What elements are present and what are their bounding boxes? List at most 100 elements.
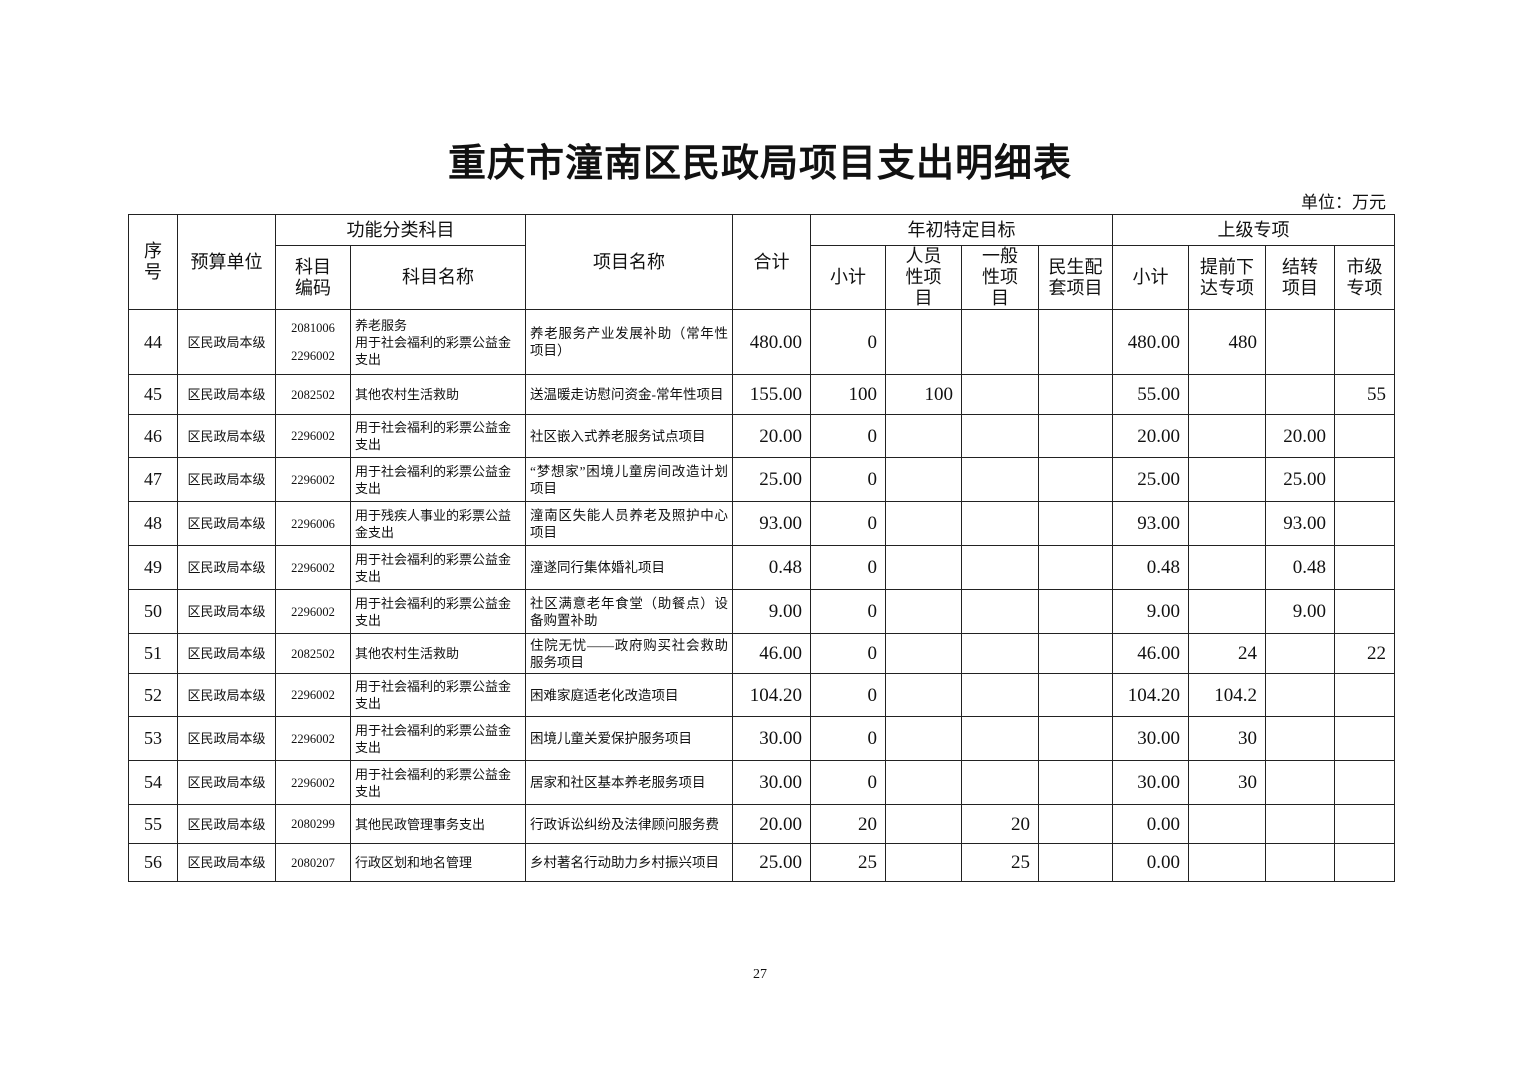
cell-code: 2082502 <box>275 633 351 674</box>
cell-annual-general <box>961 633 1039 674</box>
cell-upper-carry <box>1265 633 1335 674</box>
table-row: 47 区民政局本级 2296002 用于社会福利的彩票公益金支出 “梦想家”困境儿童房间… <box>128 457 1395 502</box>
cell-project: 居家和社区基本养老服务项目 <box>525 760 733 805</box>
cell-annual-subtotal: 20 <box>810 804 886 844</box>
cell-upper-advance <box>1188 457 1266 502</box>
cell-upper-subtotal: 55.00 <box>1112 374 1189 415</box>
cell-annual-subtotal: 0 <box>810 501 886 546</box>
cell-total: 9.00 <box>732 589 811 634</box>
cell-upper-city: 22 <box>1334 633 1395 674</box>
cell-project: 困难家庭适老化改造项目 <box>525 673 733 717</box>
cell-upper-subtotal: 0.00 <box>1112 804 1189 844</box>
cell-subject: 用于社会福利的彩票公益金支出 <box>350 457 526 502</box>
cell-seq: 44 <box>128 309 178 375</box>
cell-annual-livelihood <box>1038 414 1113 458</box>
table-row: 48 区民政局本级 2296006 用于残疾人事业的彩票公益金支出 潼南区失能人员养老及… <box>128 501 1395 546</box>
cell-upper-carry <box>1265 673 1335 717</box>
cell-annual-subtotal: 0 <box>810 457 886 502</box>
cell-annual-person <box>885 673 962 717</box>
cell-project: 送温暖走访慰问资金-常年性项目 <box>525 374 733 415</box>
cell-annual-subtotal: 25 <box>810 843 886 882</box>
cell-unit: 区民政局本级 <box>177 760 276 805</box>
cell-annual-livelihood <box>1038 309 1113 375</box>
cell-total: 30.00 <box>732 716 811 761</box>
cell-seq: 49 <box>128 545 178 590</box>
cell-annual-livelihood <box>1038 589 1113 634</box>
header-seq: 序号 <box>128 214 178 310</box>
header-func: 功能分类科目 <box>275 214 526 246</box>
table-row: 51 区民政局本级 2082502 其他农村生活救助 住院无忧——政府购买社会救助服务项… <box>128 633 1395 674</box>
cell-project: 社区嵌入式养老服务试点项目 <box>525 414 733 458</box>
cell-seq: 47 <box>128 457 178 502</box>
cell-seq: 54 <box>128 760 178 805</box>
table-row: 53 区民政局本级 2296002 用于社会福利的彩票公益金支出 困境儿童关爱保护服务项… <box>128 716 1395 761</box>
cell-annual-person <box>885 501 962 546</box>
cell-annual-livelihood <box>1038 633 1113 674</box>
cell-annual-subtotal: 0 <box>810 589 886 634</box>
cell-upper-subtotal: 104.20 <box>1112 673 1189 717</box>
cell-upper-subtotal: 9.00 <box>1112 589 1189 634</box>
cell-total: 480.00 <box>732 309 811 375</box>
cell-seq: 45 <box>128 374 178 415</box>
cell-code: 2296002 <box>275 414 351 458</box>
cell-upper-subtotal: 0.00 <box>1112 843 1189 882</box>
cell-subject: 养老服务 用于社会福利的彩票公益金支出 <box>350 309 526 375</box>
header-project: 项目名称 <box>525 214 733 310</box>
cell-upper-advance <box>1188 545 1266 590</box>
header-upper-subtotal: 小计 <box>1112 245 1189 310</box>
unit-label: 单位：万元 <box>1301 193 1386 212</box>
cell-project: 行政诉讼纠纷及法律顾问服务费 <box>525 804 733 844</box>
cell-annual-livelihood <box>1038 843 1113 882</box>
cell-unit: 区民政局本级 <box>177 716 276 761</box>
cell-upper-subtotal: 30.00 <box>1112 760 1189 805</box>
cell-subject: 用于残疾人事业的彩票公益金支出 <box>350 501 526 546</box>
cell-annual-general <box>961 309 1039 375</box>
cell-annual-subtotal: 0 <box>810 673 886 717</box>
cell-upper-subtotal: 30.00 <box>1112 716 1189 761</box>
header-upper: 上级专项 <box>1112 214 1395 246</box>
cell-subject: 用于社会福利的彩票公益金支出 <box>350 716 526 761</box>
cell-total: 20.00 <box>732 804 811 844</box>
header-subject: 科目名称 <box>350 245 526 310</box>
cell-code: 2082502 <box>275 374 351 415</box>
cell-seq: 52 <box>128 673 178 717</box>
cell-upper-carry <box>1265 374 1335 415</box>
cell-unit: 区民政局本级 <box>177 545 276 590</box>
cell-total: 46.00 <box>732 633 811 674</box>
cell-upper-advance <box>1188 589 1266 634</box>
cell-subject: 用于社会福利的彩票公益金支出 <box>350 673 526 717</box>
cell-upper-advance: 104.2 <box>1188 673 1266 717</box>
cell-annual-general <box>961 545 1039 590</box>
cell-seq: 55 <box>128 804 178 844</box>
cell-upper-city <box>1334 589 1395 634</box>
cell-upper-carry: 20.00 <box>1265 414 1335 458</box>
cell-subject: 其他农村生活救助 <box>350 633 526 674</box>
cell-subject: 其他民政管理事务支出 <box>350 804 526 844</box>
header-upper-carry: 结转项目 <box>1265 245 1335 310</box>
header-annual-general: 一般性项目 <box>961 245 1039 310</box>
cell-annual-livelihood <box>1038 501 1113 546</box>
cell-upper-subtotal: 25.00 <box>1112 457 1189 502</box>
table-row: 56 区民政局本级 2080207 行政区划和地名管理 乡村著名行动助力乡村振兴项目 25… <box>128 843 1395 882</box>
cell-project: 社区满意老年食堂（助餐点）设备购置补助 <box>525 589 733 634</box>
cell-upper-city <box>1334 804 1395 844</box>
cell-unit: 区民政局本级 <box>177 673 276 717</box>
cell-total: 20.00 <box>732 414 811 458</box>
cell-upper-carry <box>1265 760 1335 805</box>
cell-annual-general <box>961 414 1039 458</box>
cell-upper-carry <box>1265 716 1335 761</box>
cell-annual-subtotal: 0 <box>810 309 886 375</box>
cell-annual-general <box>961 589 1039 634</box>
cell-annual-subtotal: 0 <box>810 760 886 805</box>
cell-code: 2080299 <box>275 804 351 844</box>
cell-annual-subtotal: 0 <box>810 633 886 674</box>
cell-annual-person <box>885 633 962 674</box>
header-annual: 年初特定目标 <box>810 214 1113 246</box>
cell-project: 住院无忧——政府购买社会救助服务项目 <box>525 633 733 674</box>
table-row: 49 区民政局本级 2296002 用于社会福利的彩票公益金支出 潼遂同行集体婚礼项目 0… <box>128 545 1395 590</box>
cell-total: 30.00 <box>732 760 811 805</box>
cell-subject: 用于社会福利的彩票公益金支出 <box>350 760 526 805</box>
project-expenditure-table: 序号 预算单位 功能分类科目 项目名称 合计 年初特定目标 上级专项 科目编码 … <box>128 214 1395 882</box>
cell-project: 潼遂同行集体婚礼项目 <box>525 545 733 590</box>
cell-project: 乡村著名行动助力乡村振兴项目 <box>525 843 733 882</box>
